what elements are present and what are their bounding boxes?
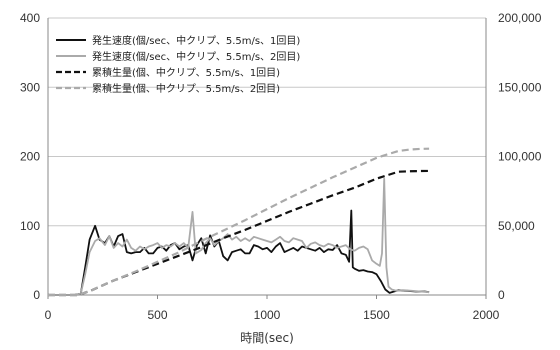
y-right-tick-label: 100,000 xyxy=(498,150,542,164)
y-left-tick-label: 200 xyxy=(20,150,40,164)
x-tick-label: 2000 xyxy=(473,308,500,322)
series-lines xyxy=(48,147,430,297)
x-axis-title: 時間(sec) xyxy=(240,331,294,345)
y-left-tick-label: 300 xyxy=(20,80,40,94)
legend-label-2: 発生速度(個/sec、中クリプ、5.5m/s、2回目) xyxy=(92,50,300,63)
legend-label-3: 累積生量(個、中クリプ、5.5m/s、1回目) xyxy=(92,66,280,79)
legend-label-1: 発生速度(個/sec、中クリプ、5.5m/s、1回目) xyxy=(92,34,300,47)
y-right-tick-label: 50,000 xyxy=(498,219,535,233)
grid-lines xyxy=(48,17,486,227)
y-left-tick-label: 400 xyxy=(20,11,40,25)
y-right-tick-label: 200,000 xyxy=(498,11,542,25)
y-right-axis-ticks: 0 50,000 100,000 150,000 200,000 xyxy=(498,11,542,302)
y-left-axis-ticks: 0 100 200 300 400 xyxy=(20,11,40,302)
y-left-tick-label: 0 xyxy=(33,288,40,302)
x-tick-label: 0 xyxy=(45,308,52,322)
legend-label-4: 累積生量(個、中クリプ、5.5m/s、2回目) xyxy=(92,82,280,95)
series-line-1 xyxy=(48,209,430,296)
x-tick-label: 1500 xyxy=(363,308,390,322)
y-right-tick-label: 0 xyxy=(498,288,505,302)
legend: 発生速度(個/sec、中クリプ、5.5m/s、1回目) 発生速度(個/sec、中ク… xyxy=(56,34,300,95)
x-axis-ticks: 0 500 1000 1500 2000 xyxy=(45,295,500,322)
series-line-4 xyxy=(48,147,430,297)
x-tick-label: 500 xyxy=(147,308,167,322)
series-line-2 xyxy=(48,177,430,296)
y-left-tick-label: 100 xyxy=(20,219,40,233)
x-tick-label: 1000 xyxy=(254,308,281,322)
y-right-tick-label: 150,000 xyxy=(498,80,542,94)
